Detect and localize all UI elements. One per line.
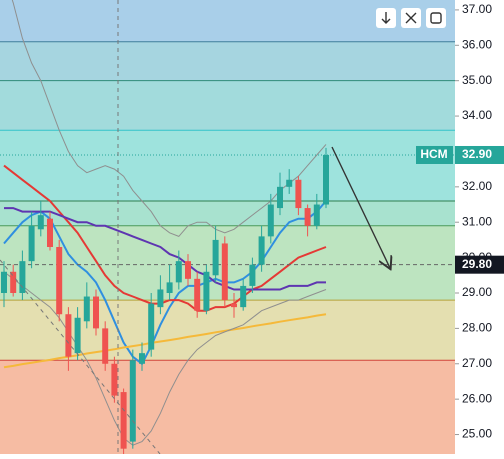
y-tick-label: 32.00 bbox=[462, 179, 492, 193]
candle-body bbox=[212, 239, 219, 276]
trend-line bbox=[0, 259, 161, 455]
y-tick-label: 36.00 bbox=[462, 37, 492, 51]
button-fullscreen[interactable] bbox=[426, 8, 446, 28]
candle-body bbox=[37, 215, 44, 230]
zone bbox=[0, 41, 455, 81]
candle-body bbox=[203, 271, 210, 311]
zone bbox=[0, 130, 455, 201]
candle-body bbox=[313, 204, 320, 226]
price-axis bbox=[455, 0, 504, 454]
candle-body bbox=[304, 208, 311, 226]
candle-body bbox=[139, 353, 145, 364]
candle-body bbox=[295, 179, 302, 209]
y-tick-label: 31.00 bbox=[462, 214, 492, 228]
candle-body bbox=[249, 264, 256, 286]
symbol-tag-label: HCM bbox=[420, 147, 447, 161]
candle-body bbox=[19, 261, 26, 293]
candle-body bbox=[47, 218, 53, 247]
indicator-line bbox=[3, 313, 327, 369]
candle-body bbox=[323, 154, 329, 205]
y-tick-label: 26.00 bbox=[462, 391, 492, 405]
candle-body bbox=[102, 328, 109, 364]
price-tag-box bbox=[455, 255, 504, 274]
y-tick-label: 29.00 bbox=[462, 285, 492, 299]
y-tick-label: 25.00 bbox=[462, 427, 492, 441]
y-tick-label: 34.00 bbox=[462, 108, 492, 122]
candle-body bbox=[83, 296, 90, 322]
candle-body bbox=[10, 271, 17, 293]
candle-body bbox=[258, 236, 265, 265]
candle-body bbox=[185, 261, 191, 279]
symbol-tag-box bbox=[416, 145, 453, 164]
y-tick-label: 37.00 bbox=[462, 2, 492, 16]
indicator-line bbox=[4, 207, 326, 291]
candle-body bbox=[194, 278, 201, 311]
candle-body bbox=[148, 303, 155, 350]
candle-body bbox=[1, 271, 7, 293]
candle-body bbox=[56, 246, 63, 315]
y-tick-label: 28.00 bbox=[462, 321, 492, 335]
candle-body bbox=[231, 303, 237, 308]
candle-body bbox=[267, 204, 274, 237]
toolbar bbox=[376, 8, 446, 28]
price-tag-label: 32.90 bbox=[462, 147, 492, 161]
candle-body bbox=[221, 243, 228, 301]
axis: 25.0026.0027.0028.0029.0030.0031.0032.00… bbox=[416, 2, 504, 441]
plot bbox=[0, 0, 455, 454]
price-tag-label: 29.80 bbox=[462, 257, 492, 271]
candle-body bbox=[286, 179, 293, 187]
indicator-line bbox=[3, 271, 327, 446]
candle-body bbox=[166, 282, 173, 293]
candle-body bbox=[157, 289, 164, 308]
arrow bbox=[331, 146, 390, 268]
candle-body bbox=[93, 296, 99, 329]
candle-body bbox=[129, 360, 136, 442]
y-tick-label: 35.00 bbox=[462, 73, 492, 87]
price-tag-box bbox=[455, 145, 504, 164]
indicator-line bbox=[3, 200, 327, 366]
background bbox=[0, 0, 455, 454]
candle-body bbox=[277, 186, 283, 209]
candle-body bbox=[240, 285, 247, 308]
zone bbox=[0, 360, 455, 454]
y-tick-label: 27.00 bbox=[462, 356, 492, 370]
candle-body bbox=[120, 392, 127, 449]
candle-body bbox=[111, 363, 118, 396]
candle-body bbox=[74, 317, 81, 354]
candle-body bbox=[28, 225, 35, 262]
indicator-line bbox=[11, 0, 327, 237]
zone bbox=[0, 80, 455, 131]
candle-body bbox=[175, 261, 182, 283]
indicator-line bbox=[3, 164, 327, 312]
candle-body bbox=[65, 314, 72, 357]
